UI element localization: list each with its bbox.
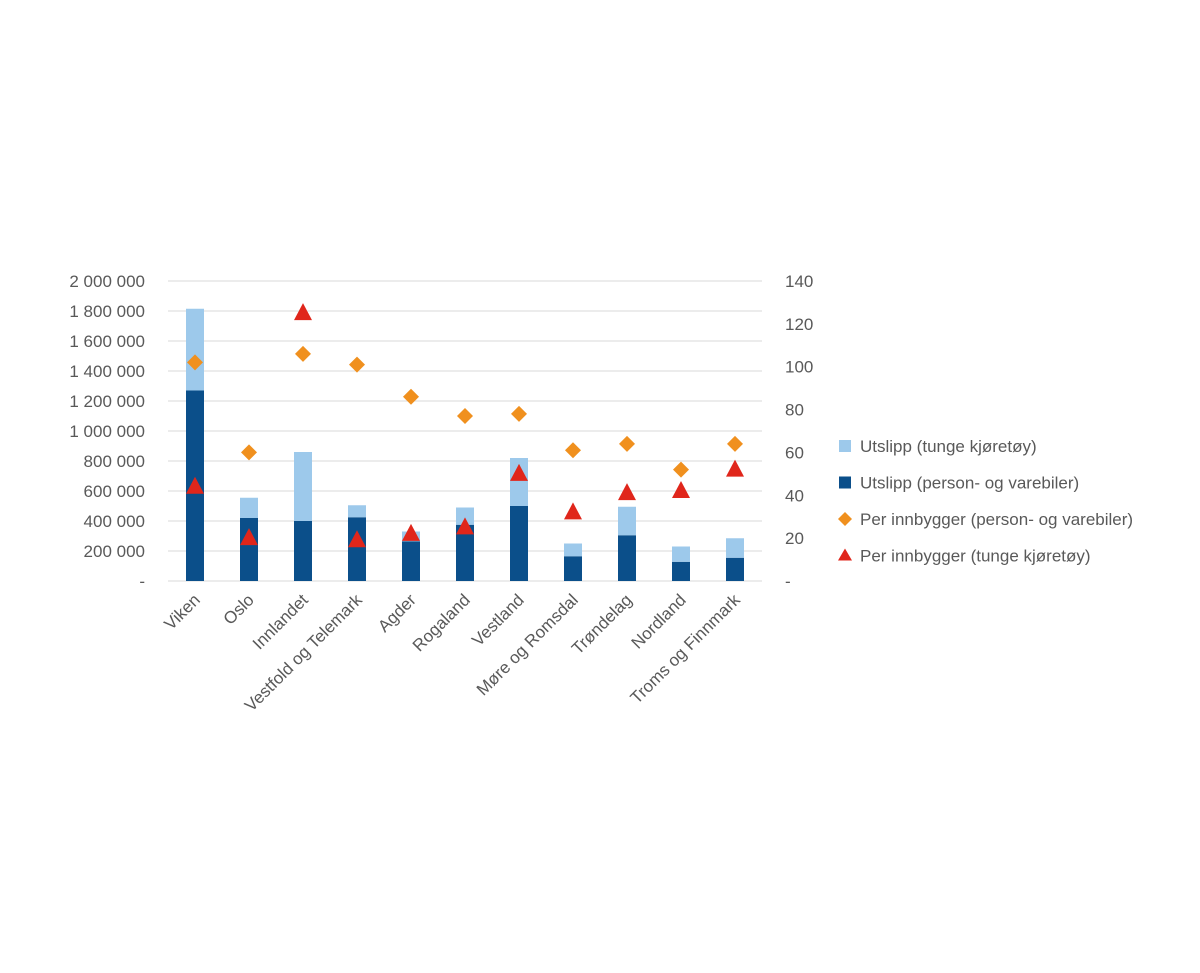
right-tick-label: 100 [785,358,813,377]
left-tick-label: 2 000 000 [69,272,145,291]
left-tick-label: 1 400 000 [69,362,145,381]
triangle-marker [240,528,258,546]
diamond-marker [511,405,527,422]
triangle-marker [186,476,204,494]
diamond-marker [565,442,581,459]
legend-label: Utslipp (person- og varebiler) [860,474,1079,493]
left-axis: - 200 000 400 000 600 000 800 000 1 000 000 1 … [69,272,145,591]
right-tick-label: 60 [785,443,804,462]
right-tick-label: 80 [785,401,804,420]
category-label: Møre og Romsdal [473,590,582,699]
legend-label: Utslipp (tunge kjøretøy) [860,437,1037,456]
diamond-marker [187,354,203,371]
diamond-marker [349,356,365,373]
legend-label: Per innbygger (person- og varebiler) [860,510,1133,529]
legend-swatch [838,512,852,526]
bar-segment [402,541,420,581]
diamond-marker [619,435,635,452]
bar-segment [726,557,744,581]
left-tick-label: 800 000 [84,452,145,471]
diamond-marker [241,444,257,461]
bar-segment [618,535,636,581]
bar-segment [456,507,474,525]
triangle-marker [726,459,744,477]
left-tick-label: 400 000 [84,512,145,531]
right-tick-label: - [785,572,791,591]
legend-swatch [838,548,852,561]
legend-label: Per innbygger (tunge kjøretøy) [860,547,1091,566]
category-label: Rogaland [409,590,474,655]
right-tick-label: 120 [785,315,813,334]
left-tick-label: 1 600 000 [69,332,145,351]
diamond-marker [727,435,743,452]
diamond-marker [403,388,419,405]
triangle-marker [348,530,366,548]
category-label: Oslo [220,590,258,628]
bar-segment [294,521,312,581]
triangle-marker [618,483,636,501]
bar-segment [672,561,690,581]
triangle-marker [510,463,528,481]
right-tick-label: 40 [785,486,804,505]
left-tick-label: - [139,572,145,591]
triangle-marker [294,303,312,321]
right-axis: - 20 40 60 80 100 120 140 [785,272,813,591]
bar-segment [564,543,582,557]
bar-segment [456,524,474,581]
gridlines [168,280,762,582]
left-tick-label: 200 000 [84,542,145,561]
left-tick-label: 600 000 [84,482,145,501]
bar-segment [240,497,258,518]
legend-swatch [839,476,851,489]
bar-segment [564,556,582,581]
bar-segment [348,505,366,518]
bar-segment [672,546,690,562]
bar-segment [348,517,366,581]
legend: Utslipp (tunge kjøretøy) Utslipp (person-… [838,437,1133,566]
triangle-marker [564,502,582,520]
left-tick-label: 1 200 000 [69,392,145,411]
diamond-marker [295,345,311,362]
left-tick-label: 1 000 000 [69,422,145,441]
category-label: Viken [161,590,204,633]
legend-swatch [839,440,851,452]
diamond-marker [457,408,473,424]
left-tick-label: 1 800 000 [69,302,145,321]
bars [186,308,744,581]
triangle-marker [456,517,474,535]
right-tick-label: 140 [785,272,813,291]
bar-segment [510,458,528,506]
triangle-marker [672,481,690,498]
bar-segment [294,452,312,521]
bar-segment [510,506,528,581]
diamond-marker [673,461,689,478]
bar-segment [726,538,744,558]
bar-segment [240,518,258,581]
triangle-marker [402,523,420,541]
bar-segment [618,506,636,536]
right-tick-label: 20 [785,529,804,548]
bar-segment [186,308,204,391]
markers [186,303,744,548]
category-label: Agder [374,590,420,636]
